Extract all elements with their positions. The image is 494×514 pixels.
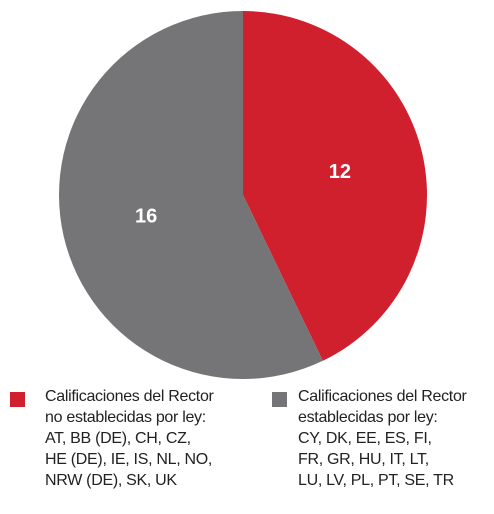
legend-label: Calificaciones del Rector establecidas p… bbox=[298, 388, 467, 489]
pie-slice bbox=[243, 11, 427, 361]
pie-area: 12 16 bbox=[58, 11, 427, 379]
value-label: 16 bbox=[135, 205, 157, 227]
legend-item: Calificaciones del Rector no establecida… bbox=[10, 386, 214, 491]
legend-swatch bbox=[10, 392, 25, 407]
legend-label: Calificaciones del Rector no establecida… bbox=[45, 388, 214, 489]
legend-item: Calificaciones del Rector establecidas p… bbox=[272, 386, 467, 491]
value-label: 12 bbox=[329, 161, 351, 183]
legend-swatch bbox=[272, 392, 287, 407]
pie-slice bbox=[58, 11, 323, 379]
